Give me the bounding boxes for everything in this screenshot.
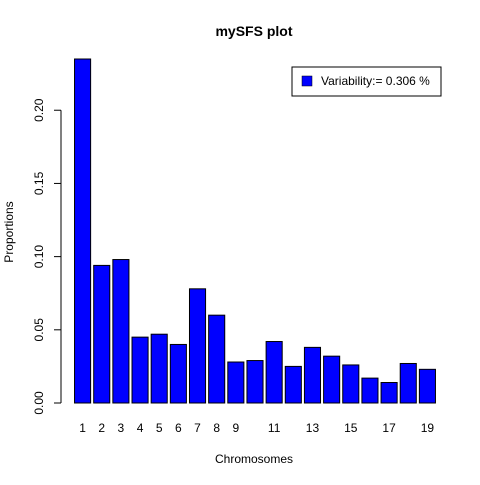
bar-13 [303,346,322,404]
x-tick-label: 6 [175,421,182,435]
x-tick-label: 8 [213,421,220,435]
bar-2 [93,264,111,404]
y-tick-label: 0.00 [32,391,46,415]
legend-box [291,66,442,97]
bar-15 [342,364,360,404]
x-tick-label: 2 [98,421,105,435]
y-tick-label: 0.10 [32,245,46,269]
x-tick-label: 13 [306,421,320,435]
x-tick-label: 5 [156,421,163,435]
bars-group [74,58,436,404]
bar-18 [399,362,417,404]
y-tick-label: 0.05 [32,318,46,342]
bar-11 [265,341,283,404]
chart-title: mySFS plot [215,23,292,39]
bar-1 [74,58,92,404]
bar-5 [150,333,168,404]
legend-swatch [301,75,313,87]
bar-3 [112,259,130,404]
legend-text: Variability:= 0.306 % [321,74,430,88]
bar-17 [380,382,398,404]
x-tick-label: 9 [232,421,239,435]
y-axis: 0.00 0.05 0.10 0.15 0.20 [32,98,62,415]
x-tick-label: 15 [344,421,358,435]
y-tick-label: 0.20 [32,98,46,122]
bar-4 [131,336,149,404]
x-tick-label: 17 [382,421,396,435]
x-axis-label: Chromosomes [215,452,293,466]
bar-8 [208,314,226,404]
x-tick-label: 4 [137,421,144,435]
bar-16 [361,377,379,404]
x-tick-label: 3 [118,421,125,435]
x-tick-label: 11 [268,421,281,435]
legend: Variability:= 0.306 % [291,66,442,97]
bar-19 [418,368,436,404]
bar-9 [227,361,245,404]
y-axis-label: Proportions [2,201,16,262]
x-tick-label: 7 [194,421,201,435]
bar-7 [188,288,207,404]
x-tick-label: 1 [79,421,86,435]
x-tick-label: 19 [421,421,435,435]
y-tick-label: 0.15 [32,171,46,195]
bar-14 [323,355,341,404]
bar-6 [169,343,187,404]
bar-12 [284,365,302,404]
x-axis-tick-labels: 1 2 3 4 5 6 7 8 9 11 13 15 17 19 [79,421,434,435]
bar-10 [246,360,264,404]
